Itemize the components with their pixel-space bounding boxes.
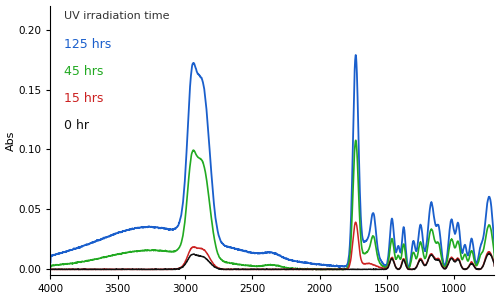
Text: 45 hrs: 45 hrs	[64, 65, 103, 78]
Text: 15 hrs: 15 hrs	[64, 92, 103, 105]
Text: 0 hr: 0 hr	[64, 119, 89, 132]
Text: UV irradiation time: UV irradiation time	[64, 11, 170, 21]
Y-axis label: Abs: Abs	[6, 130, 16, 151]
Text: 125 hrs: 125 hrs	[64, 38, 111, 51]
